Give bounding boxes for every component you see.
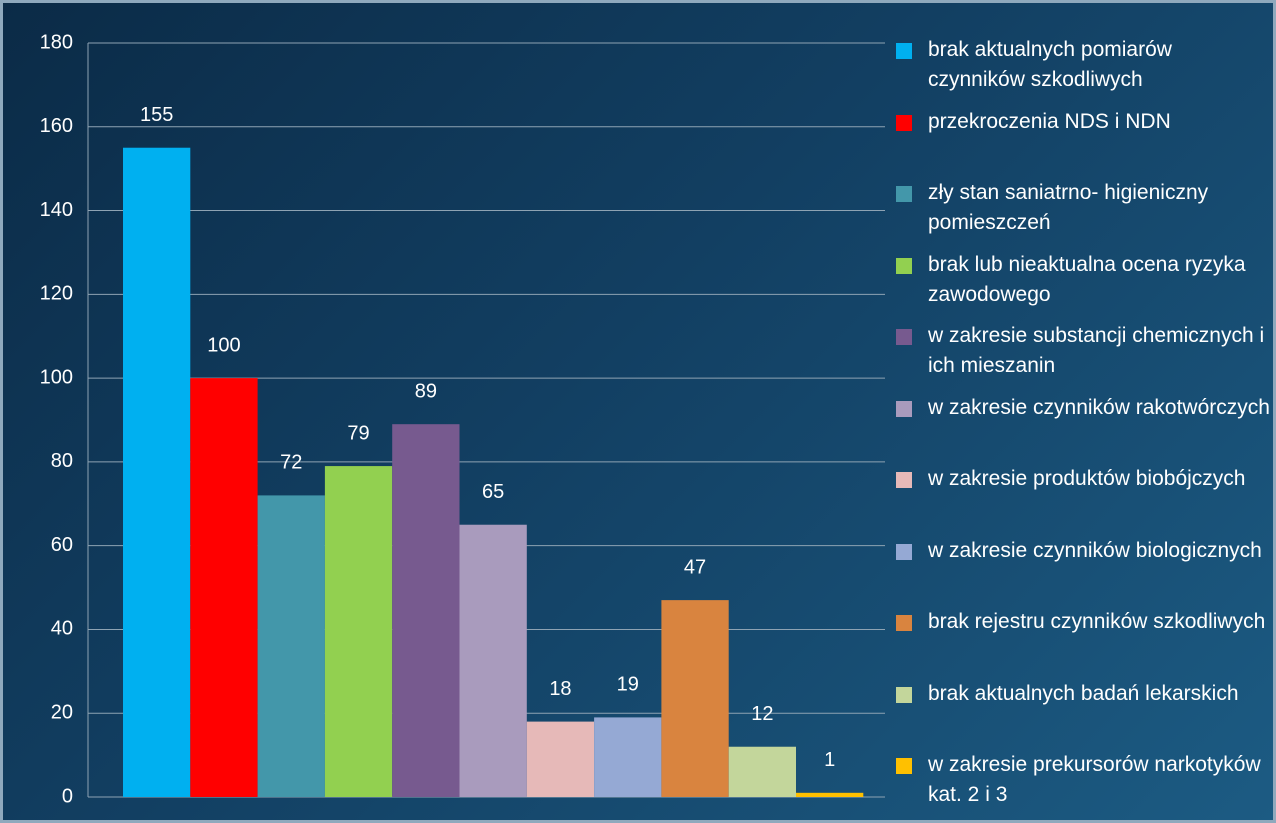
bar xyxy=(796,792,864,797)
y-tick-label: 140 xyxy=(40,199,73,221)
bar xyxy=(661,600,729,797)
bar xyxy=(257,495,325,797)
legend-label: w zakresie czynników biologicznych xyxy=(928,538,1262,562)
legend-swatch xyxy=(896,400,912,417)
y-tick-label: 100 xyxy=(40,366,73,388)
legend-swatch xyxy=(896,257,912,274)
legend-label: zły stan saniatrno- higieniczny pomieszc… xyxy=(928,181,1209,234)
y-tick-label: 180 xyxy=(40,31,73,53)
value-label: 89 xyxy=(415,380,437,402)
legend-label: w zakresie czynników rakotwórczych xyxy=(928,395,1270,419)
value-label: 12 xyxy=(751,703,773,725)
y-tick-label: 20 xyxy=(51,702,73,724)
legend-label: brak aktualnych pomiarów czynników szkod… xyxy=(928,38,1172,91)
legend-entry: w zakresie produktów biobójczych xyxy=(896,464,1271,494)
y-tick-label: 60 xyxy=(51,534,73,556)
legend-label: w zakresie substancji chemicznych i ich … xyxy=(928,324,1265,377)
legend-label: przekroczenia NDS i NDN xyxy=(928,109,1171,133)
legend-entry: brak aktualnych pomiarów czynników szkod… xyxy=(896,35,1271,95)
legend-swatch xyxy=(896,43,912,59)
legend-entry: brak rejestru czynników szkodliwych xyxy=(896,607,1271,637)
value-label: 47 xyxy=(684,556,706,578)
legend-entry: zły stan saniatrno- higieniczny pomieszc… xyxy=(896,178,1271,238)
bar xyxy=(190,378,258,797)
value-label: 1 xyxy=(824,749,835,771)
legend-swatch xyxy=(896,329,912,345)
legend-entry: brak aktualnych badań lekarskich xyxy=(896,679,1271,709)
value-label: 100 xyxy=(207,334,240,356)
legend-swatch xyxy=(896,686,912,703)
legend-label: brak rejestru czynników szkodliwych xyxy=(928,610,1266,633)
legend-label: brak aktualnych badań lekarskich xyxy=(928,681,1239,705)
bar xyxy=(123,147,191,797)
bar xyxy=(324,466,393,797)
bar xyxy=(728,746,796,797)
legend-entry: w zakresie czynników biologicznych xyxy=(896,536,1271,566)
legend-swatch xyxy=(896,114,912,131)
value-label: 72 xyxy=(280,452,302,474)
y-tick-label: 120 xyxy=(40,283,73,305)
value-label: 19 xyxy=(617,674,639,696)
value-label: 65 xyxy=(482,481,504,503)
legend-swatch xyxy=(896,472,912,488)
legend-label: w zakresie produktów biobójczych xyxy=(928,467,1246,490)
value-label: 18 xyxy=(549,678,571,700)
y-tick-label: 80 xyxy=(51,450,73,472)
legend-entry: w zakresie prekursorów narkotyków kat. 2… xyxy=(896,750,1271,810)
value-label: 79 xyxy=(347,422,369,444)
legend-swatch xyxy=(896,758,912,774)
legend-swatch xyxy=(896,186,912,202)
legend-entry: brak lub nieaktualna ocena ryzyka zawodo… xyxy=(896,250,1271,310)
bar xyxy=(526,721,595,797)
legend-swatch xyxy=(896,615,912,631)
plot: 0 20 40 60 80 100 120 140 160 180 155 100 72 79 89 65 18… xyxy=(40,31,885,807)
legend-label: brak lub nieaktualna ocena ryzyka zawodo… xyxy=(928,252,1246,306)
y-tick-label: 0 xyxy=(62,785,73,807)
bar xyxy=(459,524,527,797)
y-tick-label: 40 xyxy=(51,618,73,640)
value-label: 155 xyxy=(140,104,173,126)
legend-entry: przekroczenia NDS i NDN xyxy=(896,107,1271,137)
legend-label: w zakresie prekursorów narkotyków kat. 2… xyxy=(928,753,1261,806)
legend-entry: w zakresie substancji chemicznych i ich … xyxy=(896,321,1271,381)
bar xyxy=(594,717,662,797)
legend-swatch xyxy=(896,543,912,560)
legend-entry: w zakresie czynników rakotwórczych xyxy=(896,393,1271,423)
bar xyxy=(392,424,460,797)
y-tick-label: 160 xyxy=(40,115,73,137)
